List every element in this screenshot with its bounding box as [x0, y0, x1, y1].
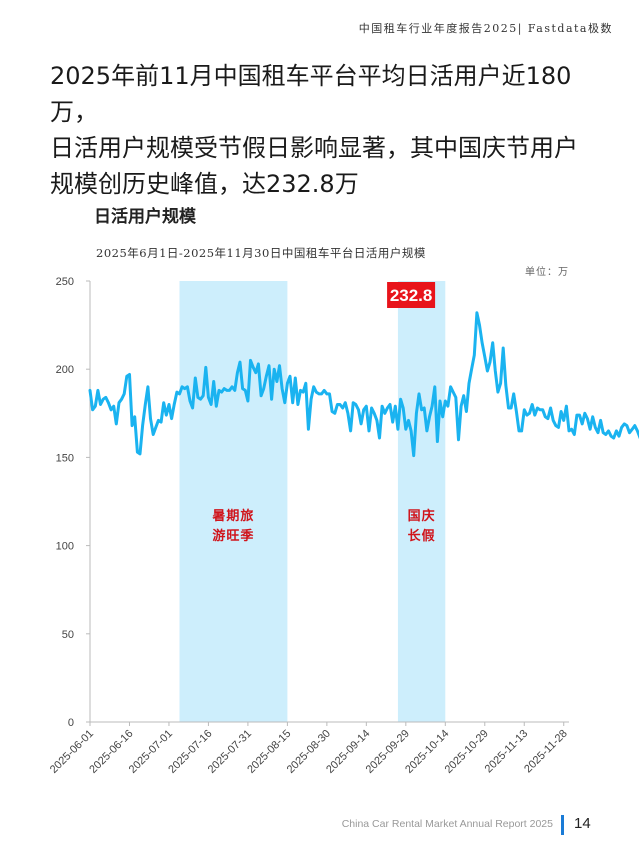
headline-line-1: 2025年前11月中国租车平台平均日活用户近180万，: [50, 62, 572, 126]
headline-line-3: 规模创历史峰值，达232.8万: [50, 170, 359, 198]
y-tick-label: 50: [62, 629, 74, 641]
page-number: 14: [574, 815, 591, 832]
peak-label-box: [387, 282, 436, 308]
y-tick-label: 250: [56, 276, 74, 288]
band-label: 长假: [408, 528, 436, 544]
highlight-band: [397, 281, 446, 722]
peak-label: 232.8: [390, 286, 433, 305]
y-tick-label: 200: [56, 364, 74, 376]
y-tick-label: 150: [56, 452, 74, 464]
y-tick-label: 0: [68, 717, 74, 729]
highlight-band: [179, 281, 288, 722]
section-title: 日活用户规模: [94, 207, 196, 227]
band-label: 游旺季: [212, 528, 254, 544]
series-line: [88, 311, 639, 458]
headline-line-2: 日活用户规模受节假日影响显著，其中国庆节用户: [50, 134, 578, 162]
unit-label: 单位：万: [525, 267, 569, 278]
report-header-tag: 中国租车行业年度报告2025| Fastdata极数: [358, 22, 613, 35]
band-label: 暑期旅: [211, 508, 254, 524]
footer-report-name: China Car Rental Market Annual Report 20…: [341, 818, 553, 830]
headline: 2025年前11月中国租车平台平均日活用户近180万， 日活用户规模受节假日影响…: [50, 58, 610, 202]
x-tick-label: 2025-11-28: [522, 728, 570, 776]
chart-subtitle: 2025年6月1日-2025年11月30日中国租车平台日活用户规模: [96, 246, 426, 260]
footer-accent-bar: [561, 815, 564, 835]
y-tick-label: 100: [56, 541, 74, 553]
band-label: 国庆: [408, 508, 436, 524]
